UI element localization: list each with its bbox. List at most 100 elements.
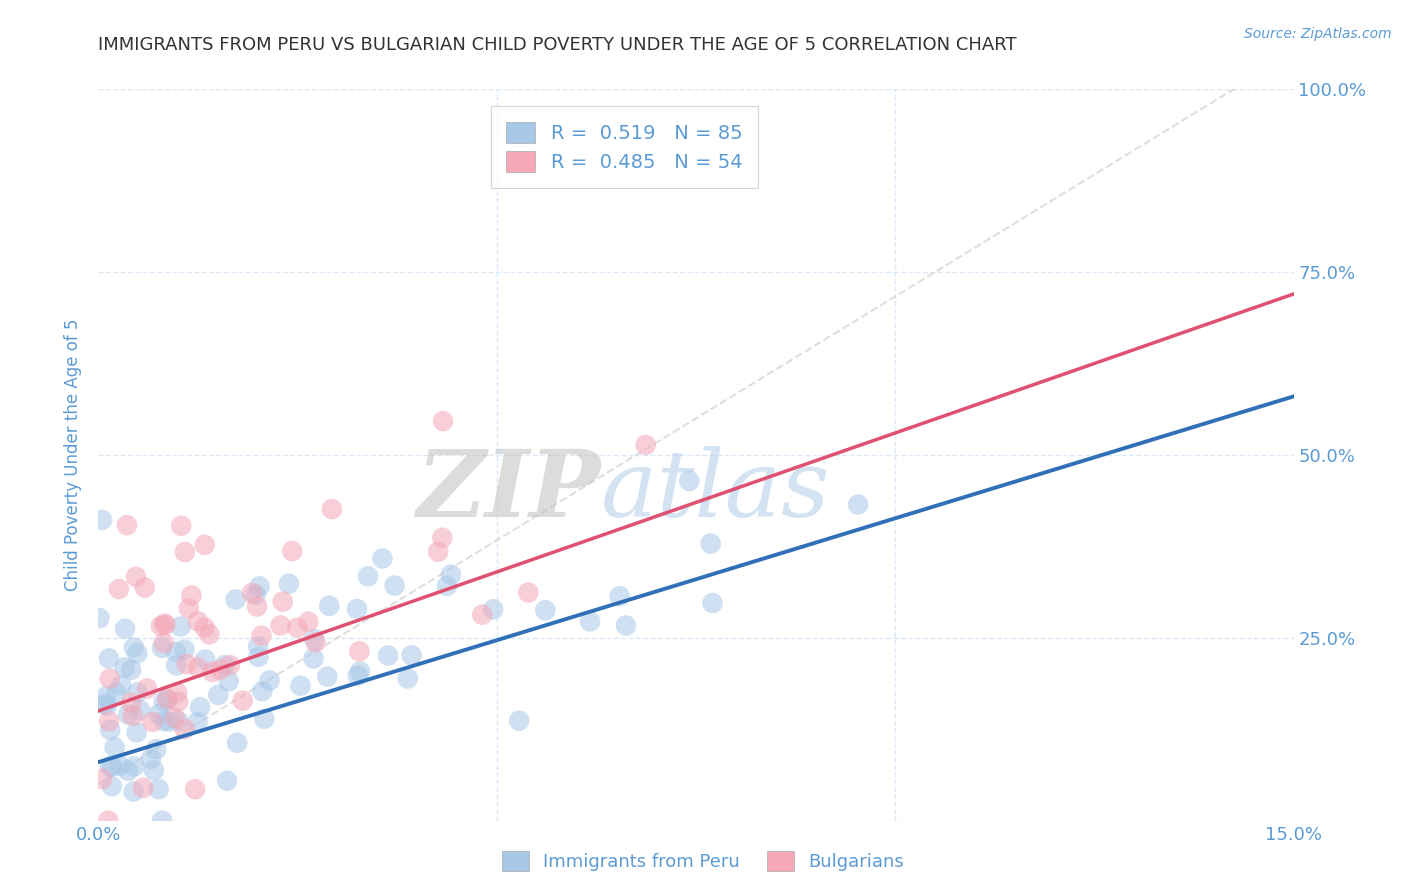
Point [270, 618, 292, 632]
Point [122, 640, 145, 655]
Point [193, 620, 215, 634]
Point [117, 707, 139, 722]
Point [277, 576, 299, 591]
Point [184, 782, 207, 797]
Point [150, 814, 173, 828]
Point [98, 714, 121, 729]
Point [98, 723, 121, 737]
Point [614, 618, 637, 632]
Point [93, 697, 115, 711]
Point [176, 657, 198, 671]
Point [150, 640, 173, 655]
Point [194, 538, 217, 552]
Point [97, 814, 120, 828]
Point [209, 663, 232, 677]
Point [247, 640, 270, 654]
Point [114, 660, 136, 674]
Point [377, 648, 399, 663]
Point [346, 602, 368, 616]
Point [152, 714, 174, 728]
Point [173, 722, 195, 736]
Point [246, 599, 269, 614]
Point [271, 594, 294, 608]
Point [108, 582, 131, 596]
Point [207, 688, 229, 702]
Point [91, 513, 114, 527]
Point [432, 531, 454, 545]
Point [396, 672, 419, 686]
Point [471, 607, 494, 622]
Point [127, 647, 149, 661]
Point [290, 679, 312, 693]
Point [122, 784, 145, 798]
Point [155, 618, 177, 632]
Point [609, 589, 631, 603]
Point [219, 658, 242, 673]
Point [427, 545, 450, 559]
Point [634, 438, 657, 452]
Text: ZIP: ZIP [416, 447, 600, 536]
Point [225, 592, 247, 607]
Point [96, 698, 118, 713]
Point [98, 760, 121, 774]
Point [194, 652, 217, 666]
Point [180, 589, 202, 603]
Point [304, 635, 326, 649]
Point [214, 657, 236, 672]
Point [401, 648, 423, 663]
Point [170, 619, 193, 633]
Point [699, 536, 721, 550]
Point [89, 611, 111, 625]
Point [148, 706, 170, 721]
Point [218, 674, 240, 689]
Point [217, 773, 239, 788]
Point [174, 545, 197, 559]
Point [253, 712, 276, 726]
Point [846, 498, 869, 512]
Point [302, 651, 325, 665]
Point [125, 570, 148, 584]
Point [678, 474, 700, 488]
Point [177, 601, 200, 615]
Point [108, 759, 131, 773]
Point [165, 645, 187, 659]
Point [247, 649, 270, 664]
Point [321, 502, 343, 516]
Point [349, 644, 371, 658]
Point [110, 678, 132, 692]
Point [702, 596, 724, 610]
Point [121, 709, 143, 723]
Point [122, 759, 145, 773]
Point [245, 588, 267, 602]
Point [346, 668, 368, 682]
Point [98, 672, 121, 686]
Point [125, 725, 148, 739]
Point [318, 599, 340, 613]
Point [240, 586, 263, 600]
Point [134, 581, 156, 595]
Point [115, 518, 138, 533]
Point [153, 616, 176, 631]
Point [440, 567, 463, 582]
Point [114, 622, 136, 636]
Point [148, 782, 170, 797]
Point [141, 714, 163, 729]
Point [105, 686, 128, 700]
Point [534, 603, 557, 617]
Point [297, 615, 319, 629]
Point [287, 621, 309, 635]
Point [136, 681, 159, 696]
Text: atlas: atlas [600, 447, 830, 536]
Point [157, 714, 180, 729]
Point [432, 414, 454, 428]
Point [198, 627, 221, 641]
Point [252, 684, 274, 698]
Point [349, 665, 371, 679]
Point [120, 696, 142, 710]
Point [101, 759, 124, 773]
Y-axis label: Child Poverty Under the Age of 5: Child Poverty Under the Age of 5 [65, 318, 83, 591]
Point [132, 780, 155, 795]
Point [167, 694, 190, 708]
Point [91, 772, 114, 786]
Point [129, 703, 152, 717]
